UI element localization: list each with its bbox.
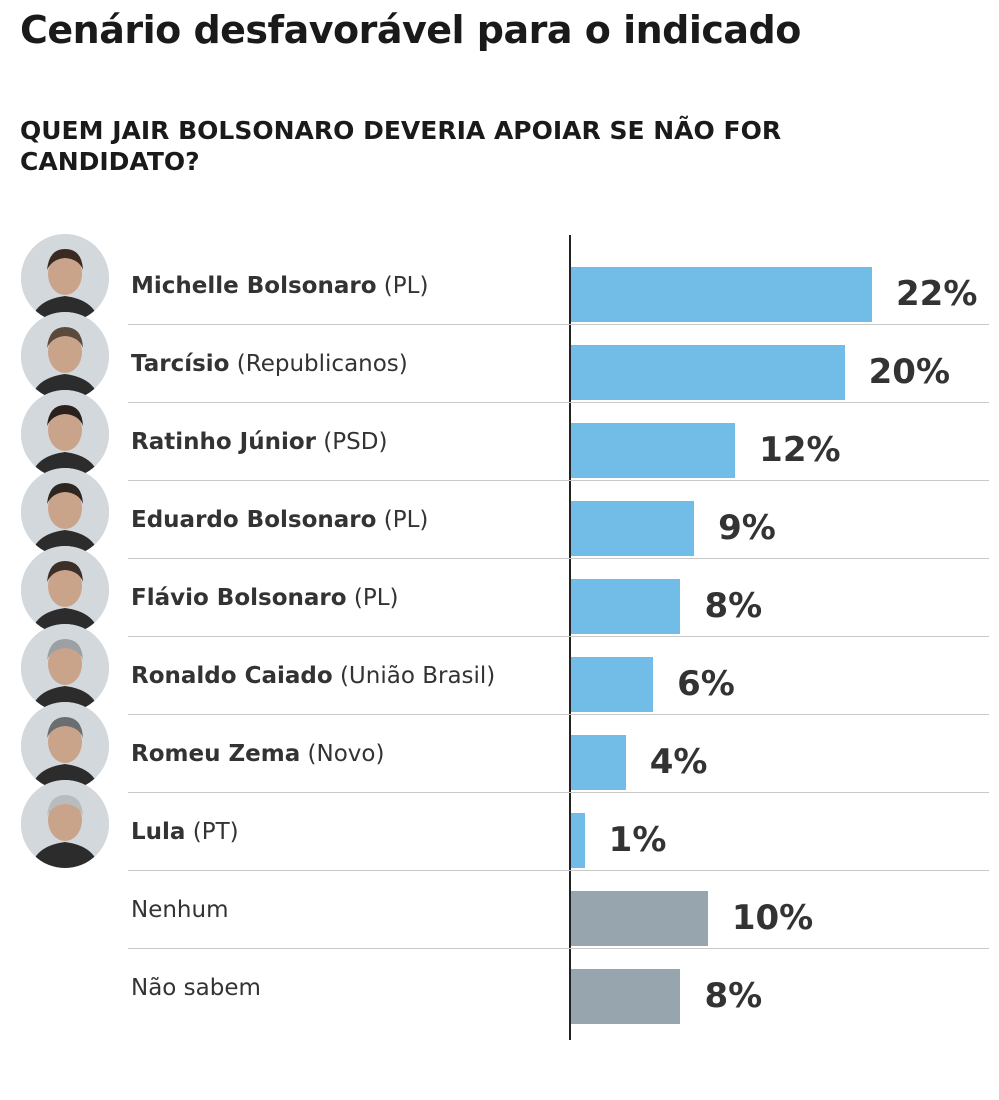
party-label: (PT) bbox=[185, 819, 239, 845]
candidate-name: Romeu Zema bbox=[131, 741, 301, 767]
bar-chart: Michelle Bolsonaro (PL) 22% Tarcísio (Repu… bbox=[0, 230, 999, 1050]
category-label: Eduardo Bolsonaro (PL) bbox=[131, 481, 428, 559]
bar bbox=[571, 501, 695, 556]
avatar bbox=[21, 546, 109, 634]
party-label: (PSD) bbox=[316, 429, 388, 455]
axis-line bbox=[569, 235, 571, 1040]
candidate-name: Flávio Bolsonaro bbox=[131, 585, 347, 611]
category-label: Tarcísio (Republicanos) bbox=[131, 325, 408, 403]
avatar bbox=[21, 234, 109, 322]
candidate-name: Ratinho Júnior bbox=[131, 429, 316, 455]
row-divider bbox=[128, 558, 989, 559]
data-label: 8% bbox=[704, 976, 763, 1016]
data-label: 8% bbox=[704, 586, 763, 626]
category-label: Romeu Zema (Novo) bbox=[131, 715, 384, 793]
category-label: Flávio Bolsonaro (PL) bbox=[131, 559, 399, 637]
chart-row: Ronaldo Caiado (União Brasil) 6% bbox=[0, 624, 999, 715]
chart-row: Lula (PT) 1% bbox=[0, 780, 999, 871]
chart-subtitle: QUEM JAIR BOLSONARO DEVERIA APOIAR SE NÃ… bbox=[20, 116, 782, 176]
candidate-name: Michelle Bolsonaro bbox=[131, 273, 377, 299]
chart-row: Michelle Bolsonaro (PL) 22% bbox=[0, 234, 999, 325]
row-divider bbox=[128, 792, 989, 793]
party-label: (Novo) bbox=[300, 741, 385, 767]
data-label: 6% bbox=[677, 664, 735, 704]
chart-row: Romeu Zema (Novo) 4% bbox=[0, 702, 999, 793]
chart-row: Nenhum 10% bbox=[0, 871, 999, 949]
avatar bbox=[21, 312, 109, 400]
party-label: (Republicanos) bbox=[229, 351, 408, 377]
data-label: 20% bbox=[868, 352, 951, 392]
category-label: Ratinho Júnior (PSD) bbox=[131, 403, 387, 481]
data-label: 10% bbox=[731, 898, 814, 938]
party-label: (PL) bbox=[346, 585, 399, 611]
chart-row: Flávio Bolsonaro (PL) 8% bbox=[0, 546, 999, 637]
data-label: 4% bbox=[649, 742, 708, 782]
row-divider bbox=[128, 324, 989, 325]
bar bbox=[571, 579, 681, 634]
category-label: Ronaldo Caiado (União Brasil) bbox=[131, 637, 495, 715]
data-label: 1% bbox=[608, 820, 667, 860]
bar bbox=[571, 423, 736, 478]
category-label: Não sabem bbox=[131, 949, 261, 1027]
option-name: Não sabem bbox=[131, 975, 261, 1001]
bar bbox=[571, 657, 654, 712]
party-label: (PL) bbox=[376, 273, 429, 299]
candidate-name: Eduardo Bolsonaro bbox=[131, 507, 377, 533]
data-label: 9% bbox=[718, 508, 776, 548]
bar bbox=[571, 891, 708, 946]
avatar bbox=[21, 468, 109, 556]
row-divider bbox=[128, 636, 989, 637]
party-label: (PL) bbox=[376, 507, 429, 533]
bar bbox=[571, 267, 872, 322]
bar bbox=[571, 345, 845, 400]
chart-row: Tarcísio (Republicanos) 20% bbox=[0, 312, 999, 403]
bar bbox=[571, 735, 626, 790]
candidate-name: Lula bbox=[131, 819, 186, 845]
party-label: (União Brasil) bbox=[332, 663, 496, 689]
option-name: Nenhum bbox=[131, 897, 229, 923]
chart-row: Ratinho Júnior (PSD) 12% bbox=[0, 390, 999, 481]
avatar bbox=[21, 780, 109, 868]
row-divider bbox=[128, 480, 989, 481]
chart-row: Não sabem 8% bbox=[0, 949, 999, 1027]
data-label: 12% bbox=[759, 430, 841, 470]
avatar bbox=[21, 702, 109, 790]
category-label: Nenhum bbox=[131, 871, 229, 949]
row-divider bbox=[128, 714, 989, 715]
avatar bbox=[21, 390, 109, 478]
category-label: Lula (PT) bbox=[131, 793, 239, 871]
candidate-name: Tarcísio bbox=[131, 351, 230, 377]
candidate-name: Ronaldo Caiado bbox=[131, 663, 333, 689]
bar bbox=[571, 813, 585, 868]
category-label: Michelle Bolsonaro (PL) bbox=[131, 247, 428, 325]
chart-row: Eduardo Bolsonaro (PL) 9% bbox=[0, 468, 999, 559]
row-divider bbox=[128, 948, 989, 949]
avatar bbox=[21, 624, 109, 712]
data-label: 22% bbox=[896, 274, 978, 314]
bar bbox=[571, 969, 681, 1024]
row-divider bbox=[128, 870, 989, 871]
row-divider bbox=[128, 402, 989, 403]
chart-title: Cenário desfavorável para o indicado bbox=[20, 8, 801, 52]
